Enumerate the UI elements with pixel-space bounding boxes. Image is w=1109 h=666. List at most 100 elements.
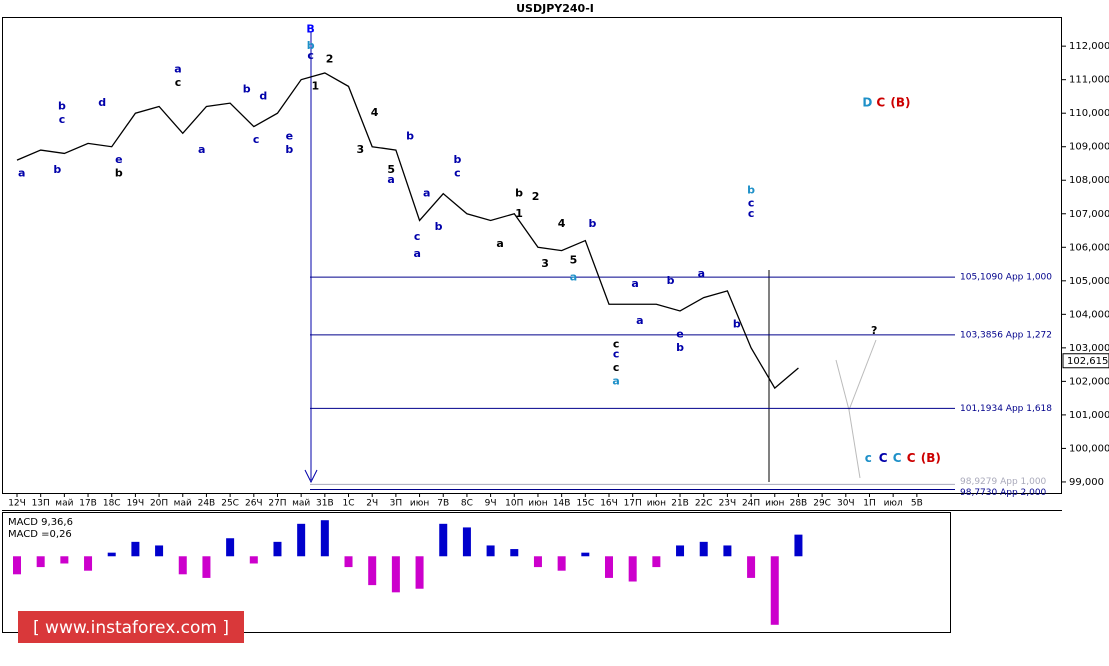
- y-tick-label: 112,000: [1069, 41, 1109, 52]
- macd-bar: [297, 523, 306, 557]
- wave-label: c: [613, 361, 620, 374]
- wave-label: a: [631, 277, 638, 290]
- macd-bar: [178, 556, 187, 575]
- wave-target: C: [879, 451, 888, 465]
- macd-bar: [652, 556, 661, 568]
- wave-label: a: [698, 267, 705, 280]
- macd-title: MACD 9,36,6: [8, 517, 73, 528]
- wave-label: c: [414, 230, 421, 243]
- wave-label: d: [98, 96, 106, 109]
- y-tick-label: 111,000: [1069, 75, 1109, 86]
- x-tick-label: июн: [765, 499, 784, 509]
- wave-target: (B): [890, 96, 910, 110]
- macd-bar: [628, 556, 637, 582]
- wave-label: B: [306, 22, 314, 35]
- x-tick-label: май: [292, 499, 310, 509]
- x-tick-label: 24В: [198, 499, 216, 509]
- macd-bar: [439, 523, 448, 557]
- wave-label: 3: [541, 257, 549, 270]
- wave-label: b: [515, 187, 523, 200]
- wave-target: D: [862, 96, 872, 110]
- x-tick-label: 3П: [390, 499, 403, 509]
- macd-bar: [155, 545, 164, 557]
- watermark: [ www.instaforex.com ]: [33, 618, 229, 638]
- y-tick-label: 100,000: [1069, 443, 1109, 454]
- x-tick-label: 14В: [553, 499, 571, 509]
- x-tick-label: 10П: [505, 499, 523, 509]
- price-panel: [2, 17, 1062, 494]
- x-tick-label: 7В: [437, 499, 449, 509]
- wave-target: C: [876, 96, 885, 110]
- wave-label: b: [435, 220, 443, 233]
- wave-label: b: [747, 183, 755, 196]
- macd-bar: [486, 545, 495, 557]
- wave-label: 4: [558, 217, 566, 230]
- y-tick-label: 103,000: [1069, 343, 1109, 354]
- wave-label: a: [570, 270, 577, 283]
- macd-value: MACD =0,26: [8, 529, 72, 540]
- x-tick-label: июн: [647, 499, 666, 509]
- macd-bar: [131, 541, 140, 557]
- macd-bar: [273, 541, 282, 557]
- y-tick-label: 109,000: [1069, 142, 1109, 153]
- wave-label: b: [307, 39, 315, 52]
- wave-arrowhead: [304, 469, 318, 484]
- x-tick-label: 26Ч: [245, 499, 263, 509]
- macd-bar: [368, 556, 377, 586]
- x-tick-label: 24П: [742, 499, 760, 509]
- macd-bar: [794, 534, 803, 557]
- x-tick-label: 28В: [790, 499, 808, 509]
- wave-label: a: [387, 173, 394, 186]
- x-tick-label: 17П: [624, 499, 642, 509]
- wave-label: c: [175, 76, 182, 89]
- macd-bar: [557, 556, 566, 571]
- y-tick-label: 102,000: [1069, 376, 1109, 387]
- x-tick-label: 15С: [576, 499, 594, 509]
- x-tick-label: 9Ч: [485, 499, 497, 509]
- level-label: 105,1090 App 1,000: [960, 273, 1052, 283]
- x-tick-label: 27П: [268, 499, 286, 509]
- y-tick-label: 101,000: [1069, 410, 1109, 421]
- wave-label: b: [667, 274, 675, 287]
- price-tag: [1062, 353, 1109, 369]
- wave-label: b: [115, 167, 123, 180]
- wave-label: b: [454, 153, 462, 166]
- x-tick-label: 8С: [461, 499, 473, 509]
- wave-label: 3: [357, 143, 365, 156]
- macd-bar: [391, 556, 400, 593]
- wave-label: d: [259, 89, 267, 102]
- x-tick-label: май: [174, 499, 192, 509]
- macd-bar: [605, 556, 613, 578]
- wave-label: a: [198, 143, 205, 156]
- y-tick-label: 105,000: [1069, 276, 1109, 287]
- level-label: 101,1934 App 1,618: [960, 404, 1052, 414]
- macd-bar: [226, 538, 235, 557]
- x-tick-label: 13П: [32, 499, 50, 509]
- macd-bar: [36, 556, 45, 568]
- x-tick-label: 16Ч: [600, 499, 618, 509]
- macd-bar: [84, 556, 93, 571]
- y-tick-label: 99,000: [1069, 477, 1104, 488]
- macd-bar: [107, 552, 116, 557]
- wave-target: C: [907, 451, 916, 465]
- x-tick-label: 18С: [103, 499, 121, 509]
- wave-label: c: [748, 207, 755, 220]
- wave-label: b: [406, 130, 414, 143]
- macd-bar: [723, 545, 732, 557]
- y-tick-label: 107,000: [1069, 209, 1109, 220]
- wave-label: b: [733, 317, 741, 330]
- wave-label: c: [748, 197, 755, 210]
- x-tick-label: 23Ч: [719, 499, 737, 509]
- wave-label: e: [115, 153, 122, 166]
- x-tick-label: май: [55, 499, 73, 509]
- chart-title: USDJPY240-I: [516, 2, 594, 15]
- wave-label: ?: [871, 324, 877, 337]
- wave-label: b: [53, 163, 61, 176]
- wave-label: 5: [570, 254, 578, 267]
- level-label: 98,9279 App 1,000: [960, 477, 1047, 487]
- wave-label: a: [423, 187, 430, 200]
- macd-panel: [2, 512, 951, 633]
- x-tick-label: 20П: [150, 499, 168, 509]
- wave-label: c: [454, 167, 461, 180]
